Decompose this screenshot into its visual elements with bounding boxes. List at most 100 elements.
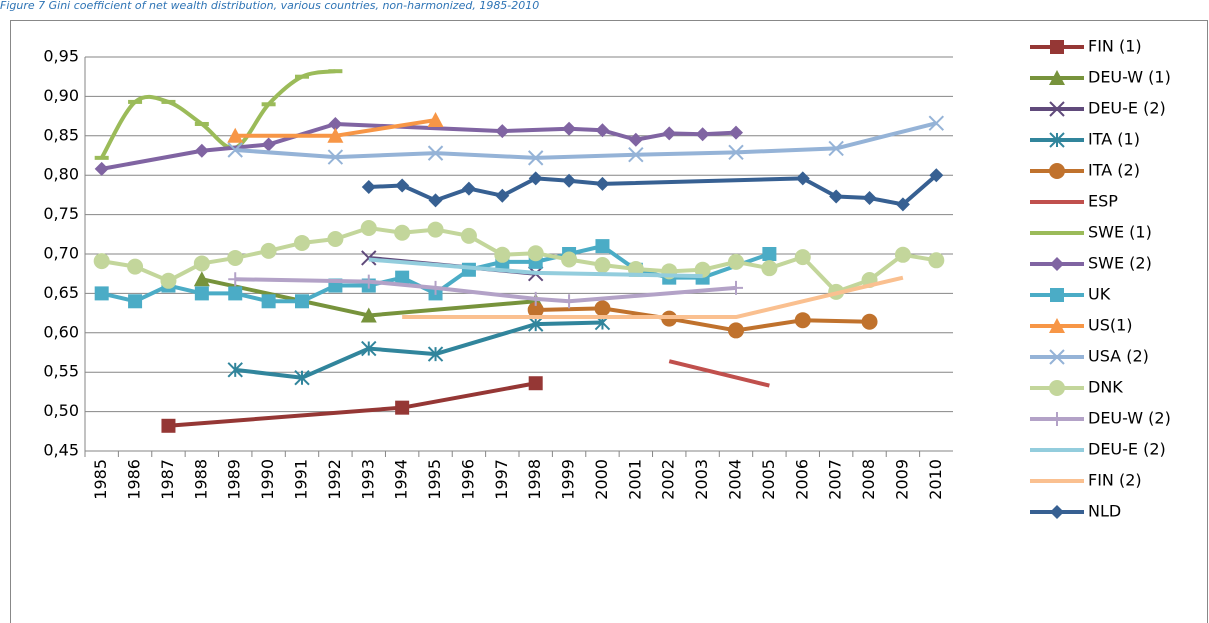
chart-border (10, 20, 1208, 623)
marker (227, 249, 244, 266)
legend-label: ITA (1) (1088, 130, 1140, 149)
marker (228, 272, 243, 287)
marker (628, 147, 644, 163)
series (161, 376, 543, 433)
marker (360, 307, 377, 323)
marker (460, 227, 477, 244)
x-tick-label: 1991 (292, 459, 311, 500)
marker (93, 253, 110, 270)
y-tick-label: 0,70 (43, 244, 79, 263)
marker (94, 161, 109, 176)
marker (528, 291, 543, 306)
marker (662, 126, 677, 141)
x-tick-label: 2009 (892, 459, 911, 500)
marker (161, 418, 176, 433)
marker (428, 193, 443, 208)
legend-label: DEU-W (2) (1088, 409, 1171, 428)
marker (728, 144, 744, 161)
series (668, 359, 770, 388)
marker (395, 178, 410, 193)
marker (295, 294, 309, 309)
legend-label: SWE (1) (1088, 223, 1152, 242)
series-line (668, 359, 770, 388)
marker (327, 231, 344, 248)
marker (294, 370, 310, 386)
marker (361, 340, 377, 357)
legend-label: DEU-W (1) (1088, 68, 1171, 87)
series (527, 300, 878, 339)
marker (695, 127, 710, 142)
x-tick-label: 2010 (926, 459, 945, 500)
x-tick-label: 2002 (659, 459, 678, 500)
marker (928, 252, 945, 269)
series-line (235, 277, 737, 304)
marker (1049, 132, 1065, 148)
legend-label: UK (1088, 285, 1111, 304)
marker (128, 294, 143, 309)
marker (527, 245, 544, 262)
y-tick-label: 0,50 (43, 401, 79, 420)
marker (929, 168, 944, 183)
marker (127, 258, 144, 275)
x-tick-label: 2004 (726, 459, 745, 500)
series (402, 275, 904, 320)
marker (794, 312, 811, 329)
x-tick-label: 1998 (525, 459, 544, 500)
series (361, 168, 944, 212)
y-tick-label: 0,85 (43, 125, 79, 144)
marker (1050, 412, 1064, 426)
legend-label: DEU-E (2) (1088, 440, 1166, 459)
marker (595, 176, 610, 191)
marker (361, 180, 376, 195)
marker (427, 112, 444, 128)
marker (1050, 505, 1064, 519)
y-tick-label: 0,80 (43, 165, 79, 184)
marker (261, 137, 276, 152)
marker (227, 127, 244, 143)
legend-label: ESP (1088, 192, 1118, 211)
marker (461, 181, 476, 196)
x-tick-label: 2000 (592, 459, 611, 500)
marker (1049, 318, 1065, 333)
marker (527, 301, 544, 318)
marker (829, 189, 844, 204)
x-tick-label: 1988 (191, 459, 210, 500)
x-tick-label: 1999 (559, 459, 578, 500)
marker (395, 270, 410, 285)
marker (361, 250, 377, 266)
marker (761, 260, 778, 277)
chart-title: Figure 7 Gini coefficient of net wealth … (0, 0, 539, 12)
marker (594, 300, 611, 317)
marker (729, 125, 743, 140)
marker (494, 246, 511, 263)
legend-label: ITA (2) (1088, 161, 1140, 180)
series (227, 115, 945, 166)
marker (694, 261, 711, 278)
legend-label: NLD (1088, 502, 1121, 521)
series-line (234, 320, 603, 380)
x-tick-label: 2007 (826, 459, 845, 500)
y-tick-label: 0,90 (43, 86, 79, 105)
y-tick-label: 0,95 (43, 47, 79, 66)
series-line (235, 121, 937, 160)
marker (562, 173, 577, 188)
marker (261, 294, 276, 309)
series (228, 272, 743, 309)
marker (427, 221, 444, 238)
x-tick-label: 1986 (125, 459, 144, 500)
marker (427, 145, 444, 161)
series (94, 69, 343, 160)
marker (160, 272, 177, 289)
x-tick-label: 1985 (91, 459, 110, 500)
marker (528, 376, 543, 391)
marker (894, 246, 911, 263)
marker (328, 116, 343, 131)
marker (94, 286, 109, 301)
series (93, 219, 945, 300)
legend-label: SWE (2) (1088, 254, 1152, 273)
marker (528, 171, 543, 186)
marker (227, 142, 243, 158)
marker (728, 322, 744, 339)
marker (228, 286, 243, 301)
